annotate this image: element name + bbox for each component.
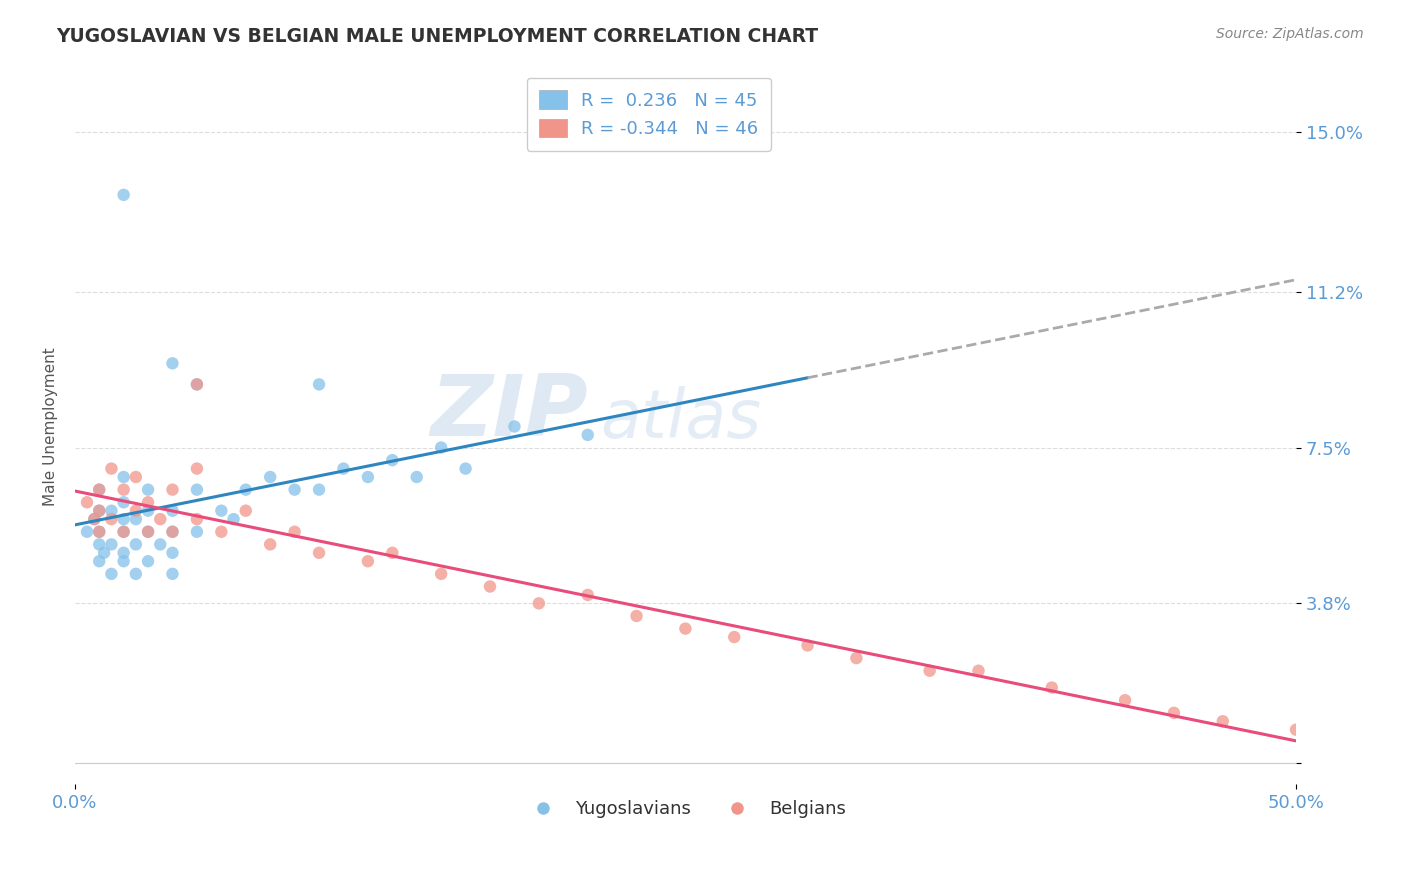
- Point: [89, 483, 111, 497]
- Point: [112, 495, 135, 509]
- Point: [112, 187, 135, 202]
- Point: [576, 588, 599, 602]
- Point: [235, 504, 257, 518]
- Y-axis label: Male Unemployment: Male Unemployment: [44, 347, 58, 506]
- Point: [76, 524, 98, 539]
- Point: [357, 470, 380, 484]
- Point: [918, 664, 941, 678]
- Point: [209, 524, 232, 539]
- Point: [527, 596, 550, 610]
- Point: [162, 566, 184, 581]
- Point: [308, 377, 330, 392]
- Point: [222, 512, 245, 526]
- Point: [1040, 681, 1063, 695]
- Point: [89, 524, 111, 539]
- Point: [83, 512, 105, 526]
- Point: [503, 419, 526, 434]
- Point: [284, 483, 307, 497]
- Point: [89, 504, 111, 518]
- Point: [100, 537, 122, 551]
- Point: [76, 495, 98, 509]
- Point: [89, 524, 111, 539]
- Point: [83, 512, 105, 526]
- Point: [1285, 723, 1308, 737]
- Point: [100, 566, 122, 581]
- Point: [1163, 706, 1185, 720]
- Point: [186, 377, 208, 392]
- Point: [136, 504, 159, 518]
- Point: [796, 639, 818, 653]
- Point: [149, 512, 172, 526]
- Point: [136, 483, 159, 497]
- Point: [626, 609, 648, 624]
- Point: [284, 524, 307, 539]
- Point: [186, 512, 208, 526]
- Point: [162, 524, 184, 539]
- Point: [125, 537, 148, 551]
- Point: [381, 453, 404, 467]
- Legend: Yugoslavians, Belgians: Yugoslavians, Belgians: [517, 793, 853, 825]
- Point: [136, 524, 159, 539]
- Point: [454, 461, 477, 475]
- Point: [186, 461, 208, 475]
- Point: [112, 554, 135, 568]
- Point: [112, 470, 135, 484]
- Point: [186, 483, 208, 497]
- Point: [125, 566, 148, 581]
- Point: [125, 470, 148, 484]
- Point: [112, 546, 135, 560]
- Point: [673, 622, 696, 636]
- Point: [259, 470, 281, 484]
- Point: [112, 512, 135, 526]
- Point: [259, 537, 281, 551]
- Point: [136, 524, 159, 539]
- Point: [89, 554, 111, 568]
- Point: [136, 495, 159, 509]
- Point: [576, 428, 599, 442]
- Point: [112, 524, 135, 539]
- Point: [89, 504, 111, 518]
- Point: [308, 483, 330, 497]
- Point: [125, 504, 148, 518]
- Point: [1114, 693, 1136, 707]
- Point: [162, 504, 184, 518]
- Point: [1212, 714, 1234, 729]
- Point: [209, 504, 232, 518]
- Point: [405, 470, 427, 484]
- Point: [162, 546, 184, 560]
- Point: [381, 546, 404, 560]
- Point: [723, 630, 745, 644]
- Text: YUGOSLAVIAN VS BELGIAN MALE UNEMPLOYMENT CORRELATION CHART: YUGOSLAVIAN VS BELGIAN MALE UNEMPLOYMENT…: [56, 27, 818, 45]
- Point: [89, 537, 111, 551]
- Point: [149, 537, 172, 551]
- Text: Source: ZipAtlas.com: Source: ZipAtlas.com: [1216, 27, 1364, 41]
- Point: [357, 554, 380, 568]
- Point: [967, 664, 990, 678]
- Point: [479, 580, 502, 594]
- Point: [100, 504, 122, 518]
- Point: [162, 483, 184, 497]
- Point: [100, 461, 122, 475]
- Text: ZIP: ZIP: [430, 371, 588, 454]
- Point: [89, 483, 111, 497]
- Point: [430, 566, 453, 581]
- Point: [136, 554, 159, 568]
- Point: [162, 524, 184, 539]
- Point: [430, 441, 453, 455]
- Point: [186, 524, 208, 539]
- Point: [100, 512, 122, 526]
- Point: [112, 483, 135, 497]
- Point: [308, 546, 330, 560]
- Point: [332, 461, 354, 475]
- Point: [186, 377, 208, 392]
- Point: [125, 512, 148, 526]
- Point: [93, 546, 115, 560]
- Point: [162, 356, 184, 370]
- Point: [235, 483, 257, 497]
- Point: [112, 524, 135, 539]
- Point: [845, 651, 868, 665]
- Text: atlas: atlas: [600, 386, 761, 452]
